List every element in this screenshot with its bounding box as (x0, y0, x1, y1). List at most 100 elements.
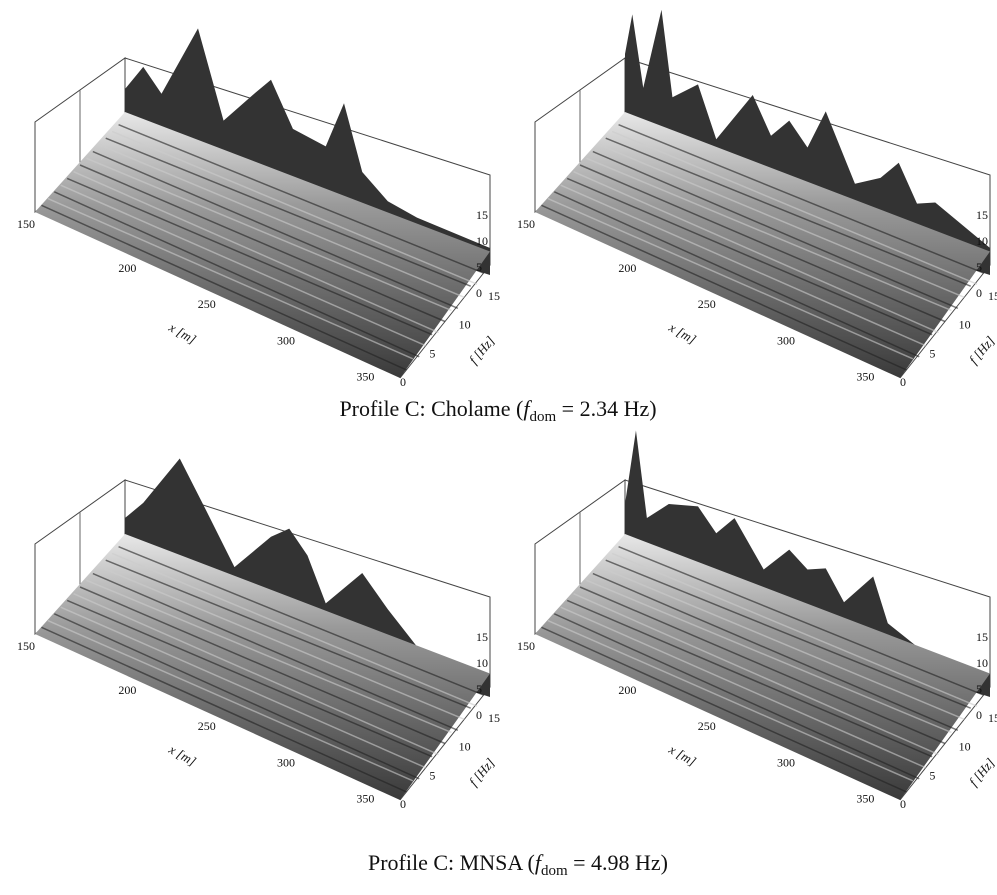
floor-stripe (553, 191, 920, 358)
x-tick-label: 300 (777, 755, 795, 769)
f-tick-label: 0 (900, 375, 906, 389)
floor-stripe (605, 559, 971, 709)
x-tick-label: 300 (777, 333, 795, 347)
floor-stripe (111, 130, 478, 285)
caption-symbol: f (523, 396, 532, 421)
f-tick-label: 15 (488, 711, 500, 725)
caption-subscript: dom (529, 409, 556, 425)
x-tick-label: 350 (356, 369, 374, 383)
caption-prefix: Profile C: MNSA ( (368, 850, 535, 875)
floor-stripe (79, 164, 446, 323)
f-tick-label: 15 (988, 711, 997, 725)
f-tick-label: 5 (929, 768, 935, 782)
floor-stripe (98, 144, 465, 298)
z-tick-label: 5 (476, 682, 482, 696)
floor-stripe (592, 150, 959, 310)
z-tick-label: 5 (976, 682, 982, 696)
x-tick-label: 250 (198, 297, 216, 311)
x-axis-label: x [m] (166, 319, 199, 347)
x-tick-label: 150 (17, 217, 35, 231)
z-tick-label: 0 (476, 708, 482, 722)
floor-stripe (586, 579, 952, 734)
z-tick-label: 5 (976, 260, 982, 274)
x-tick-label: 350 (356, 791, 374, 805)
floor-stripe (579, 164, 946, 323)
floor-stripe (547, 619, 914, 782)
f-tick-label: 15 (988, 289, 997, 303)
floor-stripe (47, 197, 414, 360)
floor-stripe (541, 626, 907, 793)
f-tick-label: 5 (929, 346, 935, 360)
floor-stripe (86, 157, 452, 312)
x-tick-label: 250 (198, 719, 216, 733)
x-axis-label: x [m] (666, 741, 699, 769)
x-tick-label: 350 (856, 791, 874, 805)
x-tick-label: 200 (618, 683, 636, 697)
caption: Profile C: Cholame (fdom = 2.34 Hz) (339, 396, 656, 425)
floor-stripe (105, 137, 471, 287)
floor-stripe (73, 171, 439, 334)
floor-stripe (79, 586, 446, 745)
floor-stripe (598, 144, 965, 298)
surface-plot: 150 200 250 300 350 x [m] 15 10 5 0 15 10 5 0 f [Hz] (517, 9, 997, 389)
caption-symbol: f (535, 850, 544, 875)
x-axis-label: x [m] (166, 741, 199, 769)
z-tick-label: 5 (476, 260, 482, 274)
z-tick-label: 10 (476, 656, 488, 670)
x-tick-label: 300 (277, 333, 295, 347)
floor-stripe (605, 137, 971, 287)
f-axis-label: f [Hz] (466, 755, 498, 789)
x-tick-label: 150 (517, 639, 535, 653)
caption-suffix: = 2.34 Hz) (556, 396, 656, 421)
floor-stripe (118, 546, 484, 696)
floor-stripe (105, 559, 471, 709)
z-tick-label: 10 (976, 234, 988, 248)
f-tick-label: 10 (459, 318, 471, 332)
floor-stripe (60, 184, 427, 347)
z-tick-label: 0 (976, 708, 982, 722)
x-tick-label: 200 (118, 683, 136, 697)
floor-stripe (73, 593, 439, 756)
f-tick-label: 10 (959, 740, 971, 754)
x-tick-label: 250 (698, 719, 716, 733)
floor-stripe (618, 124, 984, 274)
f-tick-label: 5 (429, 346, 435, 360)
floor-stripe (566, 599, 933, 758)
z-tick-label: 15 (976, 630, 988, 644)
floor-stripe (553, 613, 920, 780)
f-tick-label: 0 (400, 375, 406, 389)
caption-subscript: dom (541, 863, 568, 879)
x-tick-label: 150 (517, 217, 535, 231)
surface-plot: 150 200 250 300 350 x [m] 15 10 5 0 15 10 5 0 f [Hz] (17, 458, 500, 811)
floor-stripe (53, 613, 420, 780)
f-axis-label: f [Hz] (466, 333, 498, 367)
x-tick-label: 150 (17, 639, 35, 653)
floor-stripe (566, 177, 933, 336)
floor-stripe (66, 599, 433, 758)
f-tick-label: 15 (488, 289, 500, 303)
f-axis-label: f [Hz] (966, 333, 997, 367)
ridge (125, 458, 490, 697)
floor-stripe (92, 150, 459, 310)
floor-stripe (547, 197, 914, 360)
caption: Profile C: MNSA (fdom = 4.98 Hz) (368, 850, 668, 879)
z-tick-label: 15 (476, 630, 488, 644)
floor-stripe (86, 579, 452, 734)
floor-stripe (111, 552, 478, 707)
floor-stripe (560, 184, 927, 347)
f-tick-label: 5 (429, 768, 435, 782)
floor-stripe (573, 593, 939, 756)
x-axis-label: x [m] (666, 319, 699, 347)
z-tick-label: 15 (976, 208, 988, 222)
surface-plot: 150 200 250 300 350 x [m] 15 10 5 0 15 10 5 0 f [Hz] (517, 430, 997, 811)
surface-plot: 150 200 250 300 350 x [m] 15 10 5 0 15 10 5 0 f [Hz] (17, 28, 500, 389)
ridge (625, 9, 990, 275)
z-tick-label: 10 (976, 656, 988, 670)
f-tick-label: 10 (459, 740, 471, 754)
f-tick-label: 10 (959, 318, 971, 332)
floor-stripe (611, 130, 978, 285)
x-tick-label: 200 (118, 261, 136, 275)
caption-prefix: Profile C: Cholame ( (339, 396, 523, 421)
floor-stripe (53, 191, 420, 358)
